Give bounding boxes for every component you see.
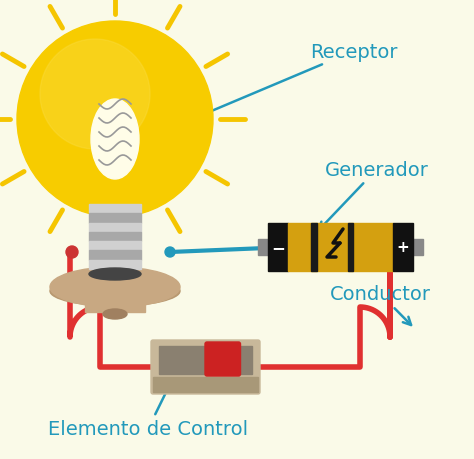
FancyBboxPatch shape [311,224,317,271]
FancyBboxPatch shape [288,224,392,271]
FancyBboxPatch shape [348,224,353,271]
FancyBboxPatch shape [392,224,413,271]
Ellipse shape [103,309,127,319]
Ellipse shape [91,100,139,179]
Text: Conductor: Conductor [330,285,431,325]
FancyBboxPatch shape [85,287,145,312]
Ellipse shape [50,276,180,306]
Text: Elemento de Control: Elemento de Control [48,379,248,438]
Circle shape [165,247,175,257]
Circle shape [66,246,78,258]
FancyBboxPatch shape [89,241,141,251]
FancyBboxPatch shape [258,240,270,256]
FancyBboxPatch shape [89,251,141,260]
Circle shape [40,40,150,150]
Text: +: + [396,240,409,255]
Text: −: − [271,239,285,257]
FancyBboxPatch shape [89,214,141,223]
FancyBboxPatch shape [205,342,240,376]
Ellipse shape [50,268,180,308]
FancyBboxPatch shape [89,232,141,241]
FancyBboxPatch shape [153,377,258,392]
Text: Generador: Generador [319,160,429,230]
FancyBboxPatch shape [89,223,141,232]
Circle shape [17,22,213,218]
FancyBboxPatch shape [151,340,260,394]
FancyBboxPatch shape [89,260,141,269]
Ellipse shape [89,269,141,280]
FancyBboxPatch shape [89,205,141,214]
FancyBboxPatch shape [159,346,252,374]
FancyBboxPatch shape [268,224,288,271]
Text: Receptor: Receptor [150,42,398,138]
FancyBboxPatch shape [411,240,423,256]
